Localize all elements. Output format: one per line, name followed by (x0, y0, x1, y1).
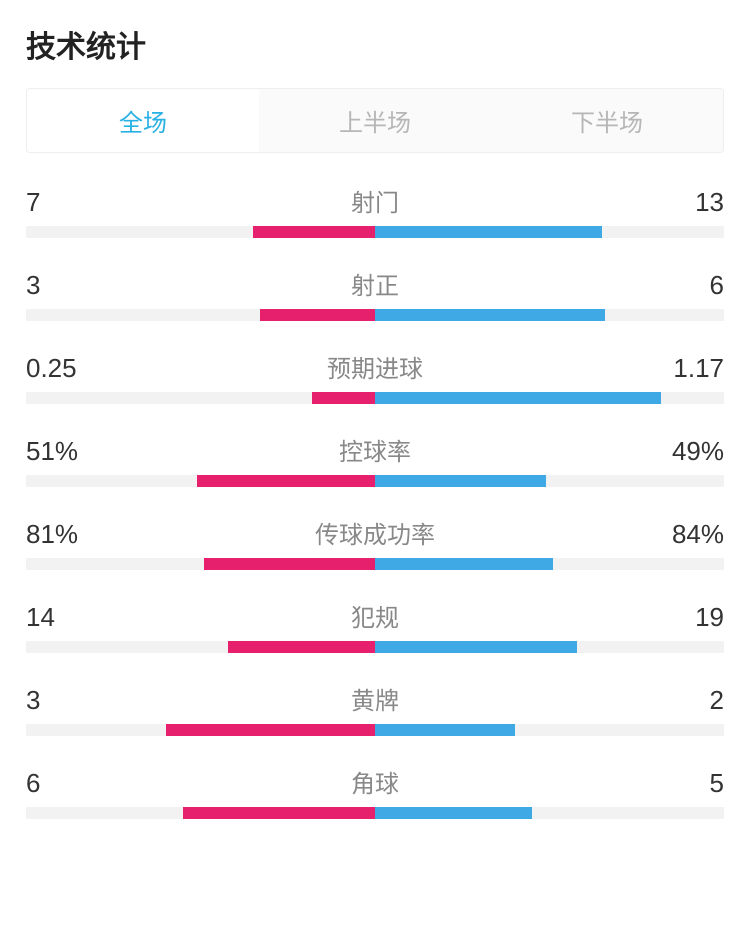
stat-value-right: 2 (664, 685, 724, 716)
period-tabs: 全场上半场下半场 (26, 88, 724, 153)
stat-row: 7射门13 (26, 183, 724, 238)
stat-bar (26, 309, 724, 321)
stat-value-left: 81% (26, 519, 86, 550)
stat-row: 14犯规19 (26, 598, 724, 653)
bar-fill-right (375, 392, 661, 404)
stat-bar (26, 226, 724, 238)
bar-fill-left (183, 807, 375, 819)
stat-value-right: 19 (664, 602, 724, 633)
stat-bar (26, 641, 724, 653)
stat-label: 预期进球 (86, 349, 664, 384)
bar-half-left (26, 807, 375, 819)
stat-label: 犯规 (86, 598, 664, 633)
stats-panel: 技术统计 全场上半场下半场 7射门133射正60.25预期进球1.1751%控球… (0, 0, 750, 819)
bar-half-right (375, 226, 724, 238)
bar-half-right (375, 724, 724, 736)
stat-header: 14犯规19 (26, 598, 724, 633)
stat-value-left: 3 (26, 685, 86, 716)
bar-fill-left (312, 392, 375, 404)
stat-row: 3射正6 (26, 266, 724, 321)
panel-title: 技术统计 (26, 22, 724, 66)
bar-half-left (26, 724, 375, 736)
stat-value-left: 3 (26, 270, 86, 301)
stat-value-right: 5 (664, 768, 724, 799)
bar-fill-right (375, 724, 515, 736)
stat-header: 3射正6 (26, 266, 724, 301)
stats-list: 7射门133射正60.25预期进球1.1751%控球率49%81%传球成功率84… (26, 183, 724, 819)
bar-fill-right (375, 309, 605, 321)
stat-label: 传球成功率 (86, 515, 664, 550)
bar-fill-left (204, 558, 375, 570)
tab-2[interactable]: 下半场 (491, 89, 723, 152)
stat-header: 3黄牌2 (26, 681, 724, 716)
stat-bar (26, 392, 724, 404)
stat-label: 射正 (86, 266, 664, 301)
bar-half-right (375, 392, 724, 404)
stat-row: 0.25预期进球1.17 (26, 349, 724, 404)
stat-header: 0.25预期进球1.17 (26, 349, 724, 384)
bar-half-right (375, 641, 724, 653)
stat-value-right: 84% (664, 519, 724, 550)
bar-fill-right (375, 641, 577, 653)
bar-fill-right (375, 807, 532, 819)
stat-value-right: 6 (664, 270, 724, 301)
bar-half-right (375, 558, 724, 570)
bar-half-left (26, 558, 375, 570)
bar-half-left (26, 475, 375, 487)
stat-value-left: 0.25 (26, 353, 86, 384)
stat-value-right: 49% (664, 436, 724, 467)
stat-label: 控球率 (86, 432, 664, 467)
bar-half-left (26, 392, 375, 404)
stat-value-left: 7 (26, 187, 86, 218)
stat-label: 角球 (86, 764, 664, 799)
bar-half-left (26, 641, 375, 653)
stat-bar (26, 558, 724, 570)
bar-fill-right (375, 558, 553, 570)
stat-header: 51%控球率49% (26, 432, 724, 467)
bar-half-right (375, 309, 724, 321)
bar-half-right (375, 807, 724, 819)
bar-fill-right (375, 226, 602, 238)
stat-value-left: 14 (26, 602, 86, 633)
stat-bar (26, 724, 724, 736)
tab-1[interactable]: 上半场 (259, 89, 491, 152)
bar-fill-left (228, 641, 375, 653)
stat-header: 81%传球成功率84% (26, 515, 724, 550)
stat-label: 射门 (86, 183, 664, 218)
stat-bar (26, 807, 724, 819)
bar-fill-right (375, 475, 546, 487)
bar-half-left (26, 226, 375, 238)
stat-row: 3黄牌2 (26, 681, 724, 736)
stat-value-left: 6 (26, 768, 86, 799)
stat-value-left: 51% (26, 436, 86, 467)
stat-bar (26, 475, 724, 487)
tab-0[interactable]: 全场 (27, 89, 259, 152)
bar-half-right (375, 475, 724, 487)
stat-value-right: 13 (664, 187, 724, 218)
stat-header: 6角球5 (26, 764, 724, 799)
bar-half-left (26, 309, 375, 321)
stat-label: 黄牌 (86, 681, 664, 716)
stat-header: 7射门13 (26, 183, 724, 218)
stat-row: 6角球5 (26, 764, 724, 819)
stat-value-right: 1.17 (664, 353, 724, 384)
bar-fill-left (260, 309, 375, 321)
stat-row: 51%控球率49% (26, 432, 724, 487)
bar-fill-left (197, 475, 375, 487)
bar-fill-left (166, 724, 375, 736)
bar-fill-left (253, 226, 375, 238)
stat-row: 81%传球成功率84% (26, 515, 724, 570)
